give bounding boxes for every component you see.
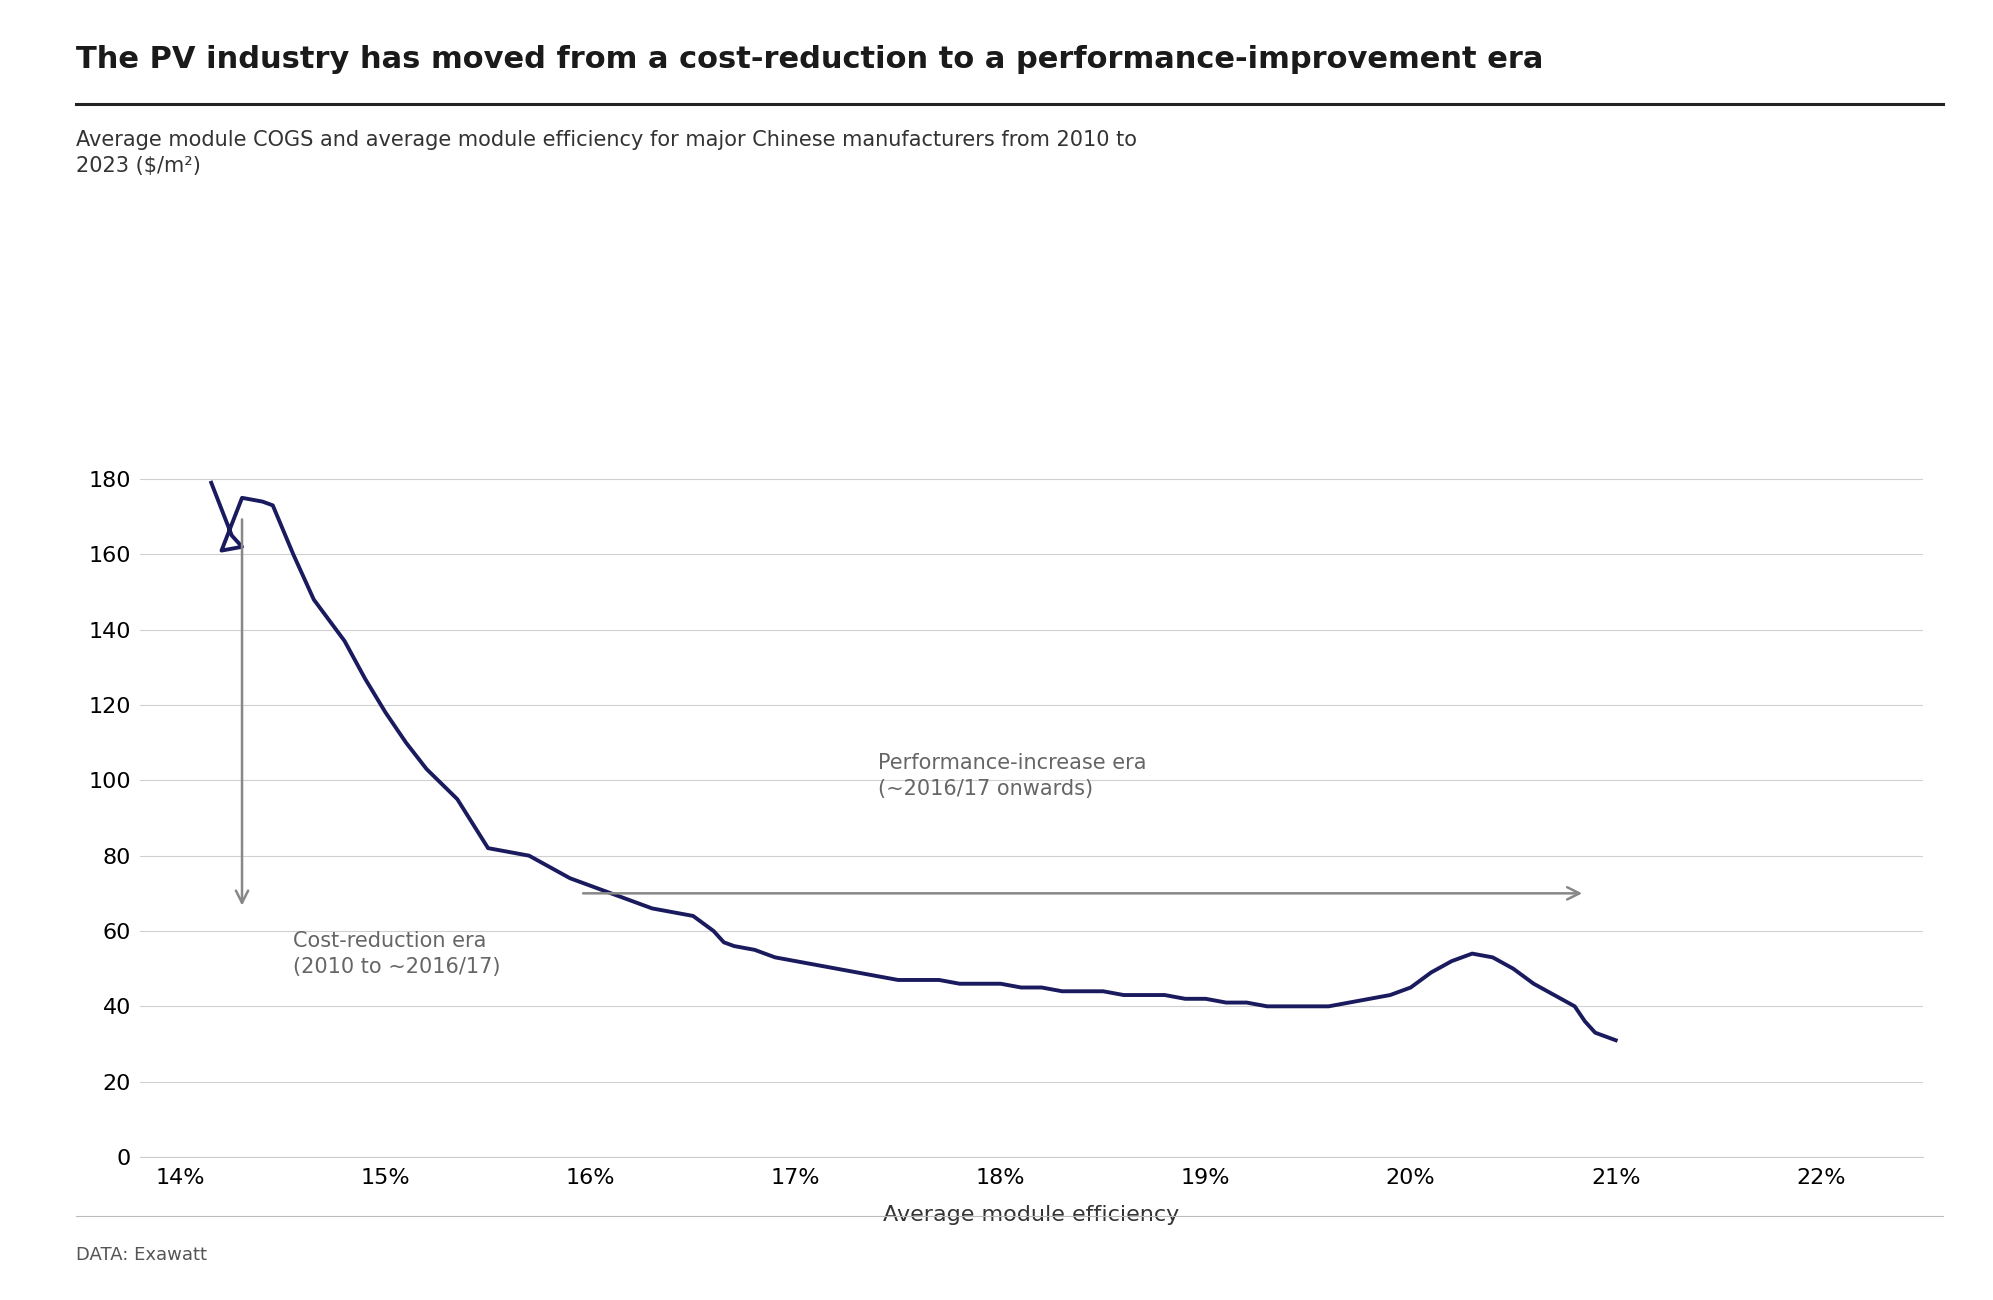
Text: Performance-increase era
(~2016/17 onwards): Performance-increase era (~2016/17 onwar… — [877, 753, 1146, 800]
Text: Cost-reduction era
(2010 to ~2016/17): Cost-reduction era (2010 to ~2016/17) — [293, 931, 500, 978]
Text: Average module COGS and average module efficiency for major Chinese manufacturer: Average module COGS and average module e… — [76, 130, 1136, 177]
Text: DATA: Exawatt: DATA: Exawatt — [76, 1245, 207, 1264]
X-axis label: Average module efficiency: Average module efficiency — [883, 1205, 1180, 1225]
Text: The PV industry has moved from a cost-reduction to a performance-improvement era: The PV industry has moved from a cost-re… — [76, 46, 1543, 74]
